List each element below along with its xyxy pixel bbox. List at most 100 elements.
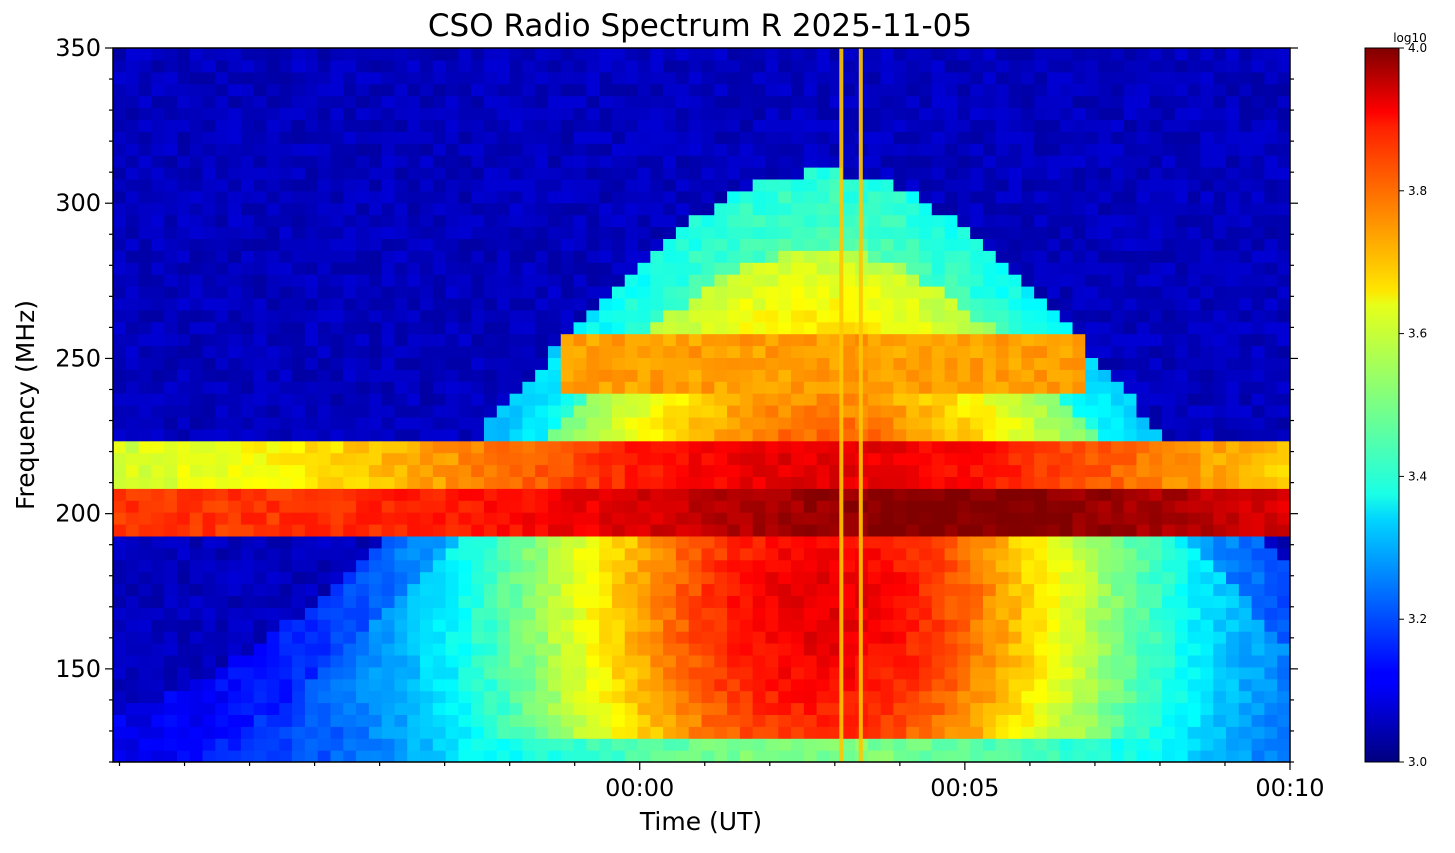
heatmap-cell [739,59,754,73]
heatmap-cell [253,571,268,585]
heatmap-cell [304,178,319,192]
heatmap-cell [1046,702,1061,715]
heatmap-cell [279,297,293,311]
heatmap-cell [1034,643,1048,656]
heatmap-cell [816,512,831,525]
heatmap-cell [189,59,204,73]
heatmap-cell [880,512,894,525]
heatmap-cell [164,83,178,97]
heatmap-cell [304,631,319,644]
heatmap-cell [893,357,907,370]
heatmap-cell [535,488,549,501]
heatmap-cell [240,190,255,204]
heatmap-cell [509,702,523,715]
heatmap-cell [1085,524,1099,537]
heatmap-cell [1046,619,1061,632]
heatmap-cell [778,452,792,466]
heatmap-cell [867,559,882,573]
heatmap-cell [1046,488,1061,501]
heatmap-cell [675,95,690,109]
heatmap-cell [1008,155,1022,168]
heatmap-cell [547,619,562,632]
heatmap-cell [1046,690,1061,704]
heatmap-cell [637,190,651,204]
heatmap-cell [445,440,460,454]
heatmap-cell [189,333,204,347]
heatmap-cell [688,547,703,561]
heatmap-cell [906,619,920,632]
heatmap-cell [215,274,229,287]
heatmap-cell [842,226,856,239]
heatmap-cell [957,750,971,762]
heatmap-cell [458,750,472,762]
heatmap-cell [432,238,447,251]
heatmap-cell [1123,190,1138,204]
heatmap-cell [586,321,600,335]
heatmap-cell [164,369,178,382]
heatmap-cell [906,524,920,537]
heatmap-cell [547,83,562,97]
heatmap-cell [292,321,306,335]
heatmap-cell [176,738,191,751]
heatmap-cell [292,202,306,216]
heatmap-cell [778,416,792,430]
heatmap-cell [624,119,639,132]
heatmap-cell [330,440,344,454]
heatmap-cell [650,393,664,406]
heatmap-cell [957,631,971,644]
heatmap-cell [599,571,613,585]
heatmap-cell [765,738,779,751]
heatmap-cell [714,202,728,216]
heatmap-cell [445,286,460,299]
heatmap-cell [982,131,997,144]
heatmap-cell [1034,666,1048,680]
heatmap-cell [842,714,856,727]
heatmap-cell [1059,143,1074,156]
heatmap-cell [982,381,997,394]
heatmap-cell [445,262,460,275]
heatmap-cell [1046,476,1061,489]
heatmap-cell [688,631,703,644]
heatmap-cell [727,405,741,418]
heatmap-cell [445,155,460,168]
heatmap-cell [125,607,140,620]
heatmap-cell [650,262,664,275]
heatmap-cell [330,464,344,477]
heatmap-cell [816,190,831,204]
heatmap-cell [1072,678,1086,692]
heatmap-cell [573,309,587,323]
heatmap-cell [573,321,587,335]
heatmap-cell [1136,405,1150,418]
heatmap-cell [1072,107,1086,120]
heatmap-cell [125,750,140,762]
heatmap-cell [407,405,421,418]
heatmap-cell [330,476,344,489]
heatmap-cell [240,309,255,323]
heatmap-cell [420,48,434,61]
heatmap-cell [253,416,268,430]
heatmap-cell [573,357,587,370]
heatmap-cell [1085,238,1099,251]
heatmap-cell [151,524,165,537]
heatmap-cell [586,547,600,561]
heatmap-cell [970,131,984,144]
heatmap-cell [803,250,818,263]
heatmap-cell [1059,95,1074,109]
heatmap-cell [151,738,165,751]
heatmap-cell [1085,83,1099,97]
heatmap-cell [599,238,613,251]
heatmap-cell [151,393,165,406]
heatmap-cell [266,178,280,192]
heatmap-cell [982,95,997,109]
heatmap-cell [867,214,882,228]
heatmap-cell [445,500,460,513]
heatmap-cell [471,464,485,477]
heatmap-cell [918,607,933,620]
heatmap-cell [931,595,946,608]
heatmap-cell [1034,250,1048,263]
heatmap-cell [957,607,971,620]
heatmap-cell [1034,476,1048,489]
heatmap-cell [714,369,728,382]
heatmap-cell [663,238,677,251]
heatmap-cell [995,619,1010,632]
